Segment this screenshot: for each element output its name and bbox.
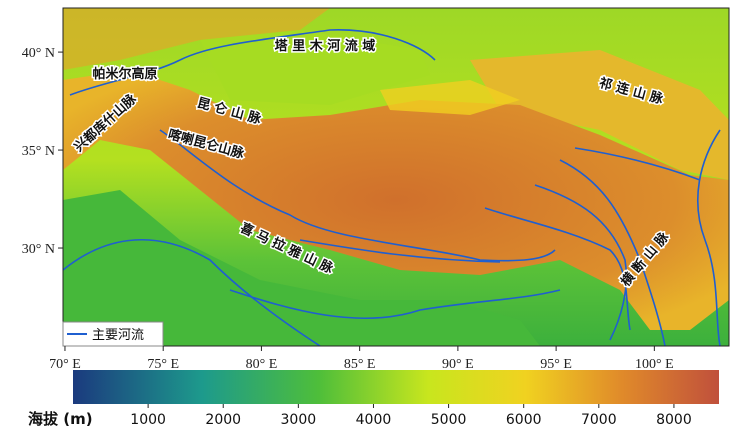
colorbar-tick-label: 8000 [656,412,692,428]
colorbar-tick-label: 3000 [281,412,317,428]
terrain [63,8,729,346]
colorbar-tick-label: 7000 [581,412,617,428]
place-label: 帕米尔高原 [92,66,157,82]
x-tick-label: 100° E [635,357,674,372]
map-frame [62,7,730,347]
y-tick-label: 40° N [22,46,55,61]
colorbar-tick-label: 6000 [506,412,542,428]
y-tick-label: 35° N [22,144,55,159]
x-tick-label: 75° E [147,357,179,372]
x-tick-label: 80° E [246,357,278,372]
x-tick-label: 90° E [442,357,474,372]
legend-label: 主要河流 [92,328,144,343]
y-tick-label: 30° N [22,242,55,257]
colorbar-tick-label: 4000 [356,412,392,428]
colorbar-label: 海拔 (m) [28,410,93,428]
x-tick-label: 85° E [344,357,376,372]
place-label: 塔 里 木 河 流 域 [275,38,376,54]
colorbar-tick-label: 1000 [130,412,166,428]
colorbar-tick-label: 5000 [431,412,467,428]
x-tick-label: 70° E [49,357,81,372]
colorbar [73,370,719,404]
x-tick-label: 95° E [540,357,572,372]
legend: 主要河流 [62,321,164,347]
colorbar-tick-label: 2000 [205,412,241,428]
